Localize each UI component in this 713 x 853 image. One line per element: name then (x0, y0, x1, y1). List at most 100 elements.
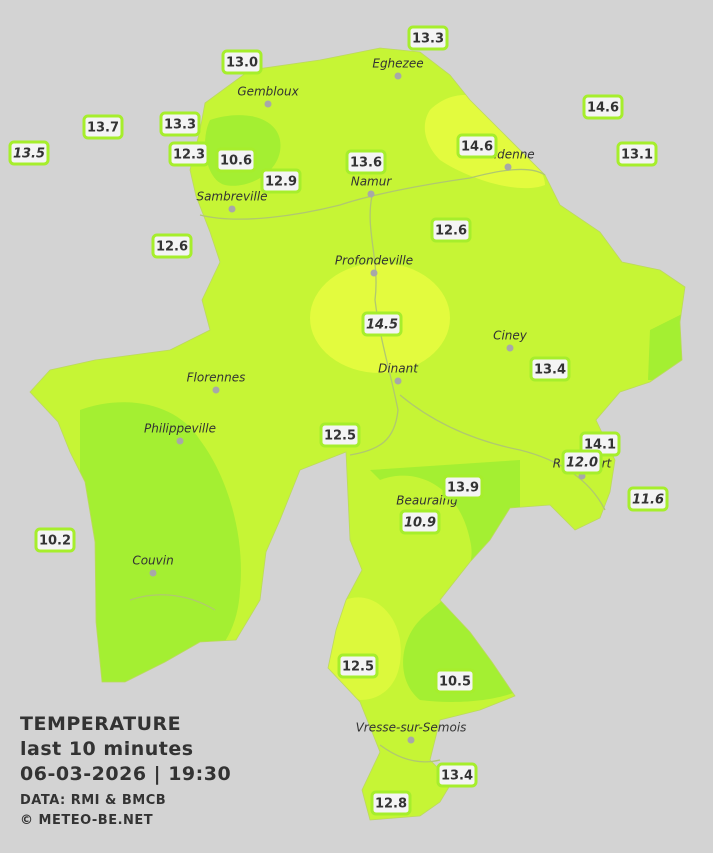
station: 13.9 (442, 474, 484, 500)
town-dot (176, 437, 184, 445)
station: 10.9 (399, 509, 441, 535)
station: 12.5 (337, 653, 379, 679)
station-value: 10.5 (439, 675, 471, 690)
station: 13.1 (616, 141, 658, 167)
station-box (529, 356, 571, 382)
town-label: Namur (351, 175, 393, 189)
town-label: Ciney (493, 329, 528, 343)
station-value: 10.6 (220, 154, 252, 169)
station-value: 13.3 (164, 118, 196, 133)
station: 11.6 (627, 486, 669, 512)
town-label: Beauraing (396, 494, 458, 508)
station: 12.9 (260, 168, 302, 194)
town-dot (228, 205, 236, 213)
station-box (582, 94, 624, 120)
legend: TEMPERATURE last 10 minutes 06-03-2026 |… (20, 713, 231, 828)
town-label: Couvin (132, 554, 173, 568)
station-value: 13.5 (13, 147, 45, 162)
station-box (221, 49, 263, 75)
town-label: Eghezee (372, 57, 423, 71)
station-value: 13.4 (441, 769, 473, 784)
station-value: 10.9 (404, 516, 436, 531)
station: 14.6 (582, 94, 624, 120)
station-value: 12.5 (324, 429, 356, 444)
town-dot (264, 100, 272, 108)
station-value: 14.6 (587, 101, 619, 116)
station-value: 10.2 (39, 534, 71, 549)
station-value: 13.6 (350, 156, 382, 171)
station-value: 14.5 (366, 318, 398, 333)
station-value: 12.6 (435, 224, 467, 239)
river (199, 168, 546, 220)
station: 10.2 (34, 527, 76, 553)
station: 13.4 (436, 762, 478, 788)
station-box (399, 509, 441, 535)
station: 12.8 (370, 790, 412, 816)
legend-datetime: 06-03-2026 | 19:30 (20, 763, 231, 785)
town-label: Philippeville (144, 422, 216, 436)
station: 13.5 (8, 140, 50, 166)
rivers (129, 168, 606, 763)
station-value: 13.1 (621, 148, 653, 163)
river (349, 195, 399, 456)
station-box (215, 147, 257, 173)
station: 10.6 (215, 147, 257, 173)
station-box (616, 141, 658, 167)
station: 12.6 (151, 233, 193, 259)
station-box (159, 111, 201, 137)
town-dot (504, 163, 512, 171)
station-value: 11.6 (632, 493, 664, 508)
town-dot (394, 377, 402, 385)
town-dot (506, 344, 514, 352)
station: 13.7 (82, 114, 124, 140)
station-value: 13.0 (226, 56, 258, 71)
station-value: 13.4 (534, 363, 566, 378)
station-box (434, 668, 476, 694)
river (129, 594, 216, 611)
station-box (151, 233, 193, 259)
town-dot (370, 269, 378, 277)
station-box (345, 149, 387, 175)
legend-period: last 10 minutes (20, 738, 194, 760)
town-label: Florennes (187, 371, 246, 385)
station-box (627, 486, 669, 512)
station-value: 14.6 (461, 140, 493, 155)
station-box (337, 653, 379, 679)
station-value: 12.6 (156, 240, 188, 255)
station: 13.4 (529, 356, 571, 382)
station: 12.5 (319, 422, 361, 448)
station: 14.6 (456, 133, 498, 159)
stations: 13.3 13.0 14.6 13.7 13.3 13.5 12.3 10.6 14.6 13.6… (8, 25, 669, 816)
station-box (361, 311, 403, 337)
station-value: 13.9 (447, 481, 479, 496)
station-value: 12.3 (173, 148, 205, 163)
legend-credit: © METEO-BE.NET (20, 813, 153, 828)
station-value: 12.8 (375, 797, 407, 812)
station: 13.3 (407, 25, 449, 51)
station-value: 12.5 (342, 660, 374, 675)
legend-source: DATA: RMI & BMCB (20, 793, 166, 808)
station: 12.3 (168, 141, 210, 167)
station-box (436, 762, 478, 788)
town-label: Vresse-sur-Semois (356, 721, 467, 735)
town-dot (407, 736, 415, 744)
station: 12.6 (430, 217, 472, 243)
cool-zone (80, 402, 241, 690)
town-label: Gembloux (237, 85, 299, 99)
station-box (430, 217, 472, 243)
town-dot (149, 569, 157, 577)
town-dot (212, 386, 220, 394)
station: 12.0 (561, 449, 603, 475)
river (399, 394, 606, 511)
station-box (561, 449, 603, 475)
station-box (456, 133, 498, 159)
town-label: Sambreville (196, 190, 267, 204)
station-box (442, 474, 484, 500)
station-box (260, 168, 302, 194)
town-label: Profondeville (335, 254, 413, 268)
station: 14.5 (361, 311, 403, 337)
station: 13.6 (345, 149, 387, 175)
station-box (319, 422, 361, 448)
